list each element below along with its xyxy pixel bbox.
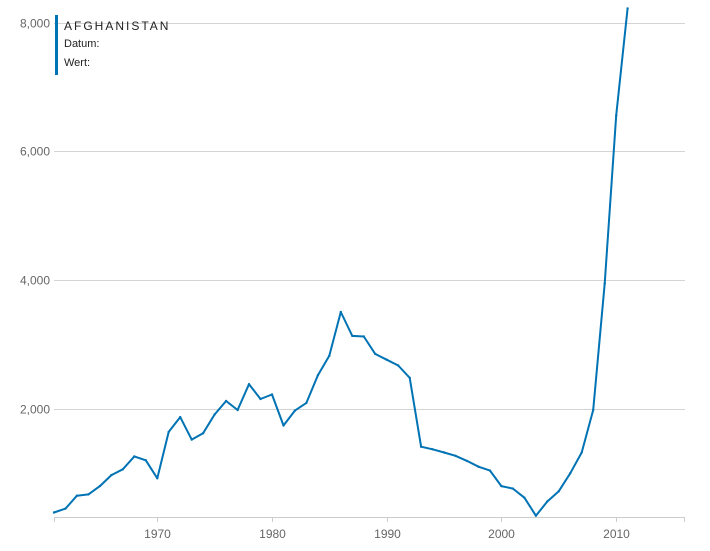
series-points	[52, 7, 629, 517]
data-point	[580, 451, 583, 454]
data-point	[477, 465, 480, 468]
data-point	[270, 393, 274, 396]
x-tick-label: 1980	[259, 527, 286, 541]
data-point	[626, 7, 629, 10]
y-tick-label: 4,000	[20, 274, 50, 288]
data-point	[224, 399, 228, 403]
data-point	[213, 413, 216, 416]
data-point	[201, 432, 205, 435]
data-point	[557, 490, 560, 493]
data-point	[442, 451, 446, 454]
data-point	[75, 494, 79, 497]
data-point	[454, 454, 457, 457]
data-point	[546, 500, 549, 503]
y-tick-label: 8,000	[20, 17, 50, 31]
data-point	[431, 448, 434, 451]
gridlines	[54, 23, 685, 410]
info-box: AFGHANISTAN Datum: Wert:	[55, 15, 170, 75]
value-label: Wert:	[64, 57, 91, 69]
data-point	[144, 459, 147, 462]
data-point	[282, 424, 285, 427]
data-point	[247, 383, 251, 386]
x-tick-label: 2000	[488, 527, 515, 541]
data-point	[190, 438, 193, 441]
data-point	[156, 477, 159, 480]
x-tick-label: 1990	[374, 527, 401, 541]
data-point	[465, 459, 469, 463]
data-point	[603, 282, 606, 285]
data-point	[397, 364, 400, 367]
data-point	[167, 430, 170, 434]
data-point	[419, 445, 423, 448]
data-point	[293, 409, 297, 412]
data-point	[236, 408, 239, 412]
data-point	[121, 468, 125, 471]
country-name: AFGHANISTAN	[64, 19, 171, 33]
data-point	[179, 415, 182, 419]
date-readout: Datum:	[64, 35, 170, 54]
data-point	[511, 487, 515, 490]
data-point	[408, 376, 411, 379]
data-point	[569, 472, 572, 475]
data-point	[351, 334, 354, 338]
data-point	[316, 374, 320, 377]
y-tick-label: 2,000	[20, 403, 50, 417]
data-point	[110, 473, 113, 477]
date-label: Datum:	[64, 38, 100, 50]
y-tick-label: 6,000	[20, 145, 50, 159]
data-point	[87, 493, 90, 496]
x-tick-label: 2010	[603, 527, 630, 541]
data-point	[362, 335, 365, 338]
value-readout: Wert:	[64, 54, 170, 73]
data-point	[52, 511, 56, 514]
x-tick-label: 1970	[144, 527, 171, 541]
data-point	[328, 354, 331, 357]
data-point	[592, 408, 595, 412]
data-point	[339, 310, 342, 314]
x-axis-labels: 1970 1980 1990 2000 2010	[144, 527, 630, 541]
data-point	[500, 484, 503, 488]
data-point	[374, 352, 377, 356]
data-point	[64, 507, 67, 510]
data-point	[305, 401, 308, 405]
x-axis	[54, 517, 685, 522]
data-point	[98, 484, 102, 488]
data-point	[259, 397, 262, 401]
data-point	[534, 514, 538, 517]
data-point	[488, 469, 492, 472]
data-point	[523, 496, 526, 499]
data-point	[133, 455, 136, 458]
data-point	[615, 114, 618, 117]
series-line[interactable]	[53, 8, 629, 517]
data-point	[385, 358, 388, 361]
y-axis-labels: 2,000 4,000 6,000 8,000	[20, 17, 50, 417]
